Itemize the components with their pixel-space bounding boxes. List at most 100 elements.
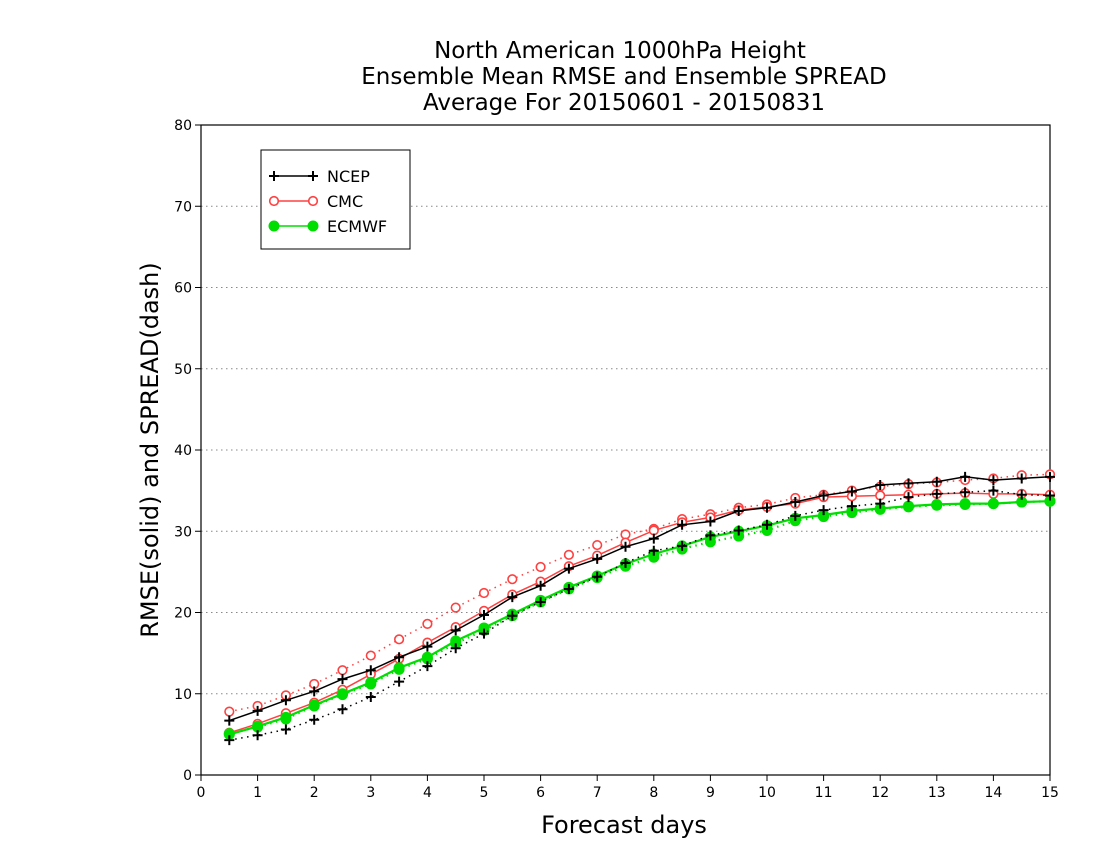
ncep-spread-point-8 [450,643,461,654]
ncep-rmse-point-23 [875,479,886,490]
ecmwf-rmse-point-24 [903,500,914,512]
ncep-rmse-point-25 [931,476,942,487]
legend-ecmwf-marker-left [268,220,280,232]
x-tick-label-2: 2 [310,785,319,801]
ncep-rmse-point-22 [846,486,857,497]
x-tick-label-14: 14 [984,785,1002,801]
ncep-rmse-point-14 [620,541,631,552]
chart-title-line-3: Average For 20150601 - 20150831 [423,90,825,116]
ncep-rmse-point-7 [422,641,433,652]
x-tick-label-13: 13 [928,785,946,801]
ncep-spread-point-15 [648,545,659,556]
x-tick-label-3: 3 [366,785,375,801]
cmc-spread-point-11 [535,561,546,573]
ncep-spread-point-14 [620,557,631,568]
cmc-spread-point-10 [507,574,518,585]
ncep-spread-point-5 [365,692,376,702]
x-axis: 0 1 2 3 4 5 6 7 8 9 10 11 12 13 14 15 [197,775,1059,801]
cmc-spread-point-8 [450,602,461,613]
cmc-spread-point-14 [620,529,631,540]
y-tick-label-30: 30 [174,524,192,540]
ecmwf-rmse-point-7 [421,651,433,663]
ncep-spread-point-6 [394,676,405,687]
ncep-spread-point-27 [988,485,999,496]
y-tick-label-70: 70 [174,199,192,215]
ncep-rmse-point-20 [790,497,801,507]
legend-item-ecmwf: ECMWF [268,217,387,236]
y-tick-label-40: 40 [174,443,192,459]
series-cmc [224,469,1056,738]
chart-title-line-2: Ensemble Mean RMSE and Ensemble SPREAD [361,64,886,90]
grid-lines [201,205,1050,695]
y-axis: 0 10 20 30 40 50 60 70 80 [174,118,201,784]
ncep-rmse-point-6 [394,652,405,663]
y-tick-label-10: 10 [174,687,192,703]
ecmwf-rmse-point-1 [252,720,264,732]
ncep-spread-point-9 [479,628,489,639]
ncep-rmse-point-3 [309,686,320,697]
cmc-spread-point-4 [337,665,348,676]
legend-ncep-marker-right [308,171,318,181]
ncep-spread-point-23 [875,498,886,509]
cmc-spread-point-7 [422,618,433,629]
legend-cmc-marker-right [307,195,319,207]
x-tick-label-9: 9 [706,785,715,801]
legend: NCEP CMC ECMWF [260,149,411,250]
legend-ecmwf-label: ECMWF [327,217,387,236]
legend-box [260,149,411,250]
y-tick-label-0: 0 [183,768,192,784]
ncep-spread-point-10 [507,610,518,621]
chart-title: North American 1000hPa Height Ensemble M… [361,38,886,116]
x-tick-label-10: 10 [758,785,776,801]
ncep-spread-line [229,489,1051,741]
cmc-rmse-point-23 [875,490,886,501]
x-tick-label-5: 5 [480,785,489,801]
cmc-spread-point-12 [563,549,575,560]
legend-ncep-label: NCEP [327,167,370,186]
y-axis-title: RMSE(solid) and SPREAD(dash) [136,262,164,638]
ncep-rmse-point-4 [337,674,348,685]
ecmwf-rmse-point-4 [337,688,348,700]
ncep-rmse-point-13 [592,553,603,564]
ncep-rmse-point-15 [648,533,659,544]
x-tick-label-15: 15 [1041,785,1059,801]
ncep-spread-point-26 [960,487,971,498]
ncep-rmse-point-26 [960,471,971,482]
x-axis-title: Forecast days [541,811,707,839]
ncep-spread-point-18 [733,525,744,536]
y-tick-label-80: 80 [174,118,192,134]
ncep-rmse-point-1 [252,705,263,716]
ncep-spread-point-29 [1045,490,1055,501]
ecmwf-rmse-point-26 [959,498,971,510]
ncep-spread-point-0 [224,735,235,746]
x-tick-label-7: 7 [593,785,602,801]
legend-cmc-marker-left [268,195,280,207]
ncep-rmse-point-2 [280,695,291,706]
ecmwf-rmse-point-27 [987,498,999,510]
ncep-rmse-point-16 [677,519,688,530]
ncep-spread-point-25 [931,488,942,499]
cmc-spread-point-6 [394,634,405,645]
ncep-rmse-point-9 [479,609,489,620]
legend-item-cmc: CMC [268,192,363,211]
ecmwf-rmse-point-2 [280,711,292,723]
ncep-rmse-point-5 [365,665,376,676]
ncep-spread-point-4 [337,704,348,715]
x-tick-label-12: 12 [871,785,889,801]
ncep-spread-point-16 [677,540,688,551]
legend-cmc-label: CMC [327,192,363,211]
ncep-spread-point-24 [903,492,914,503]
ncep-spread-point-12 [563,583,574,594]
cmc-spread-point-0 [224,706,235,717]
legend-item-ncep: NCEP [269,167,370,186]
x-tick-label-8: 8 [649,785,658,801]
chart-title-line-1: North American 1000hPa Height [434,38,806,64]
ncep-rmse-point-0 [224,715,235,726]
ecmwf-rmse-point-6 [393,662,405,674]
series-ncep [224,471,1055,746]
ncep-spread-point-7 [422,661,433,672]
ncep-spread-point-22 [846,501,857,512]
x-tick-label-11: 11 [815,785,833,801]
ncep-rmse-point-18 [733,505,744,516]
